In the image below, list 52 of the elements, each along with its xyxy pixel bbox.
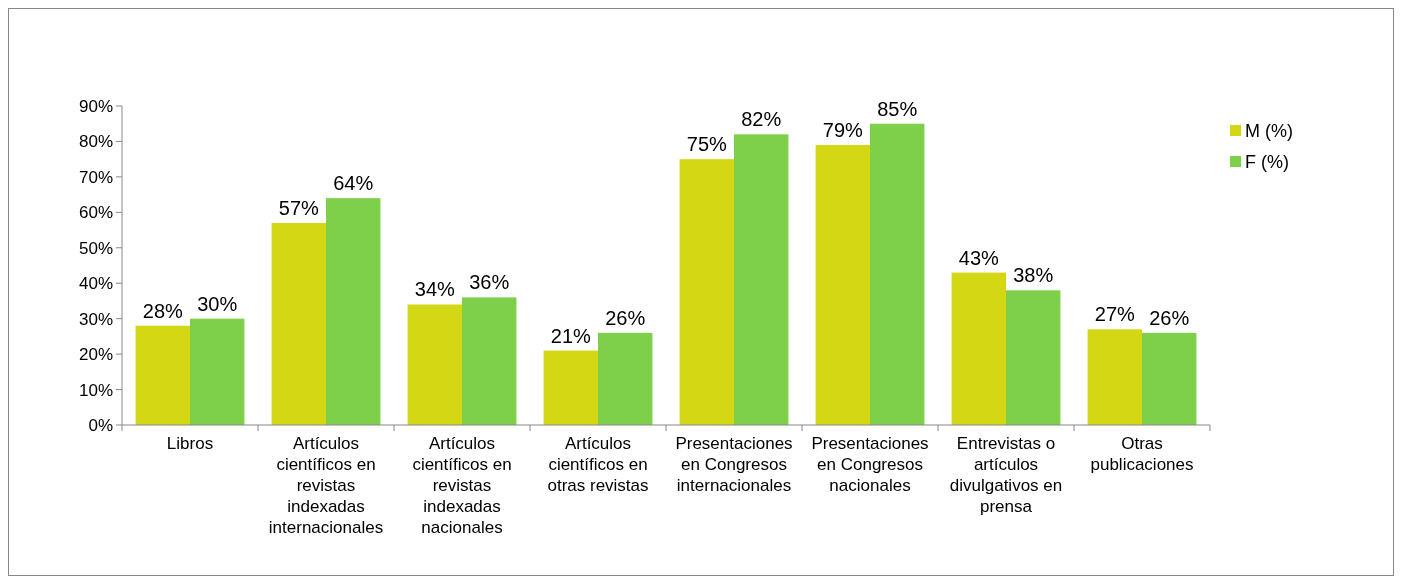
data-label: 27% bbox=[1094, 303, 1136, 326]
y-tick-label: 10% bbox=[78, 380, 113, 400]
data-label: 21% bbox=[550, 324, 592, 347]
data-label: 85% bbox=[877, 97, 918, 120]
y-tick-label: 30% bbox=[78, 309, 113, 329]
x-tick-label: Presentaciones en Congresos nacionales bbox=[811, 434, 929, 495]
data-label: 34% bbox=[414, 278, 456, 301]
bar bbox=[870, 123, 925, 425]
bar bbox=[598, 332, 653, 425]
data-label: 26% bbox=[605, 306, 646, 329]
bar bbox=[815, 144, 870, 425]
bar bbox=[190, 318, 245, 425]
legend-label: M (%) bbox=[1245, 121, 1293, 142]
bar bbox=[734, 134, 789, 425]
bar bbox=[951, 272, 1006, 425]
x-tick-label: Artículos científicos en otras revistas bbox=[547, 434, 649, 495]
data-label: 30% bbox=[197, 292, 238, 315]
bar bbox=[543, 350, 598, 425]
bar bbox=[1142, 332, 1197, 425]
bar bbox=[462, 297, 517, 425]
bar bbox=[407, 304, 462, 425]
data-label: 43% bbox=[958, 246, 1000, 269]
y-tick-label: 70% bbox=[78, 167, 113, 187]
bar bbox=[326, 198, 381, 425]
bar bbox=[679, 159, 734, 425]
y-tick-label: 0% bbox=[88, 415, 113, 435]
data-label: 64% bbox=[333, 172, 374, 195]
bar bbox=[1006, 290, 1061, 425]
x-tick-label: Artículos científicos en revistas indexadas internacionales bbox=[268, 434, 384, 537]
data-label: 38% bbox=[1013, 264, 1054, 287]
data-label: 36% bbox=[469, 271, 510, 294]
bar bbox=[1087, 329, 1142, 425]
bar bbox=[135, 325, 190, 425]
data-label: 28% bbox=[142, 299, 184, 322]
data-label: 79% bbox=[822, 118, 864, 141]
y-tick-label: 50% bbox=[78, 238, 113, 258]
x-tick-label: Otras publicaciones bbox=[1090, 434, 1194, 474]
bar bbox=[271, 222, 326, 425]
legend-label: F (%) bbox=[1245, 152, 1289, 173]
data-label: 26% bbox=[1149, 306, 1190, 329]
x-tick-label: Presentaciones en Congresos internacionales bbox=[675, 434, 793, 495]
x-tick-label: Libros bbox=[166, 434, 214, 453]
x-tick-label: Entrevistas o artículos divulgativos en prensa bbox=[949, 434, 1063, 516]
y-tick-label: 80% bbox=[78, 132, 113, 152]
data-label: 75% bbox=[686, 133, 728, 156]
y-tick-label: 40% bbox=[78, 274, 113, 294]
data-label: 57% bbox=[278, 196, 320, 219]
y-tick-label: 20% bbox=[78, 345, 113, 365]
y-tick-label: 90% bbox=[78, 96, 113, 116]
y-tick-label: 60% bbox=[78, 203, 113, 223]
x-tick-label: Artículos científicos en revistas indexadas nacionales bbox=[412, 434, 512, 537]
data-label: 82% bbox=[741, 108, 782, 131]
